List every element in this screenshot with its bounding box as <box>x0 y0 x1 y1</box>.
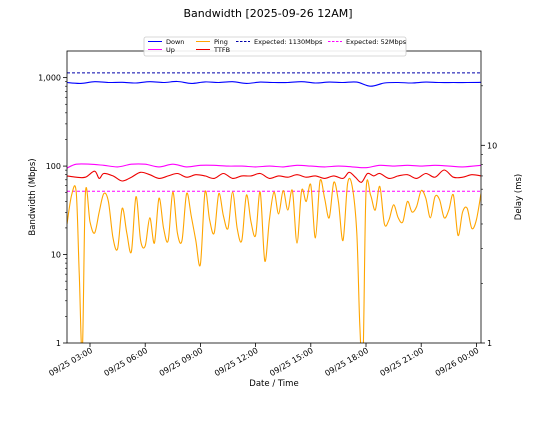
legend-label: Up <box>166 46 175 54</box>
y-axis-left-label: Bandwidth (Mbps) <box>28 158 38 235</box>
y-right-tick-label: 10 <box>487 141 497 150</box>
series-line-ttfb <box>67 169 481 183</box>
series-line-up <box>67 163 481 169</box>
legend-label: Down <box>166 38 184 46</box>
y-left-tick-label: 100 <box>46 162 61 171</box>
legend-label: TTFB <box>213 46 230 54</box>
legend-label: Expected: 1130Mbps <box>254 38 323 46</box>
x-tick-label: 09/25 06:00 <box>103 346 150 378</box>
x-tick-label: 09/25 09:00 <box>158 346 205 378</box>
x-tick-label: 09/25 18:00 <box>323 346 370 378</box>
x-tick-label: 09/25 12:00 <box>213 346 260 378</box>
legend-label: Expected: 52Mbps <box>346 38 407 46</box>
series-line-ping <box>67 177 481 343</box>
legend-label: Ping <box>214 38 228 46</box>
y-axis-right-label: Delay (ms) <box>514 174 524 220</box>
y-left-tick-label: 1,000 <box>38 74 61 83</box>
x-tick-label: 09/25 03:00 <box>47 346 94 378</box>
plot-clip-group <box>67 72 481 343</box>
y-left-tick-label: 1 <box>56 339 61 348</box>
chart-title: Bandwidth [2025-09-26 12AM] <box>183 7 352 20</box>
x-axis-label: Date / Time <box>249 379 298 389</box>
x-tick-label: 09/25 15:00 <box>268 346 315 378</box>
series-line-down <box>67 80 481 87</box>
x-tick-label: 09/26 00:00 <box>434 346 481 378</box>
x-tick-label: 09/25 21:00 <box>379 346 426 378</box>
plot-area <box>67 72 481 343</box>
y-left-tick-label: 10 <box>51 251 61 260</box>
y-right-tick-label: 1 <box>487 339 492 348</box>
